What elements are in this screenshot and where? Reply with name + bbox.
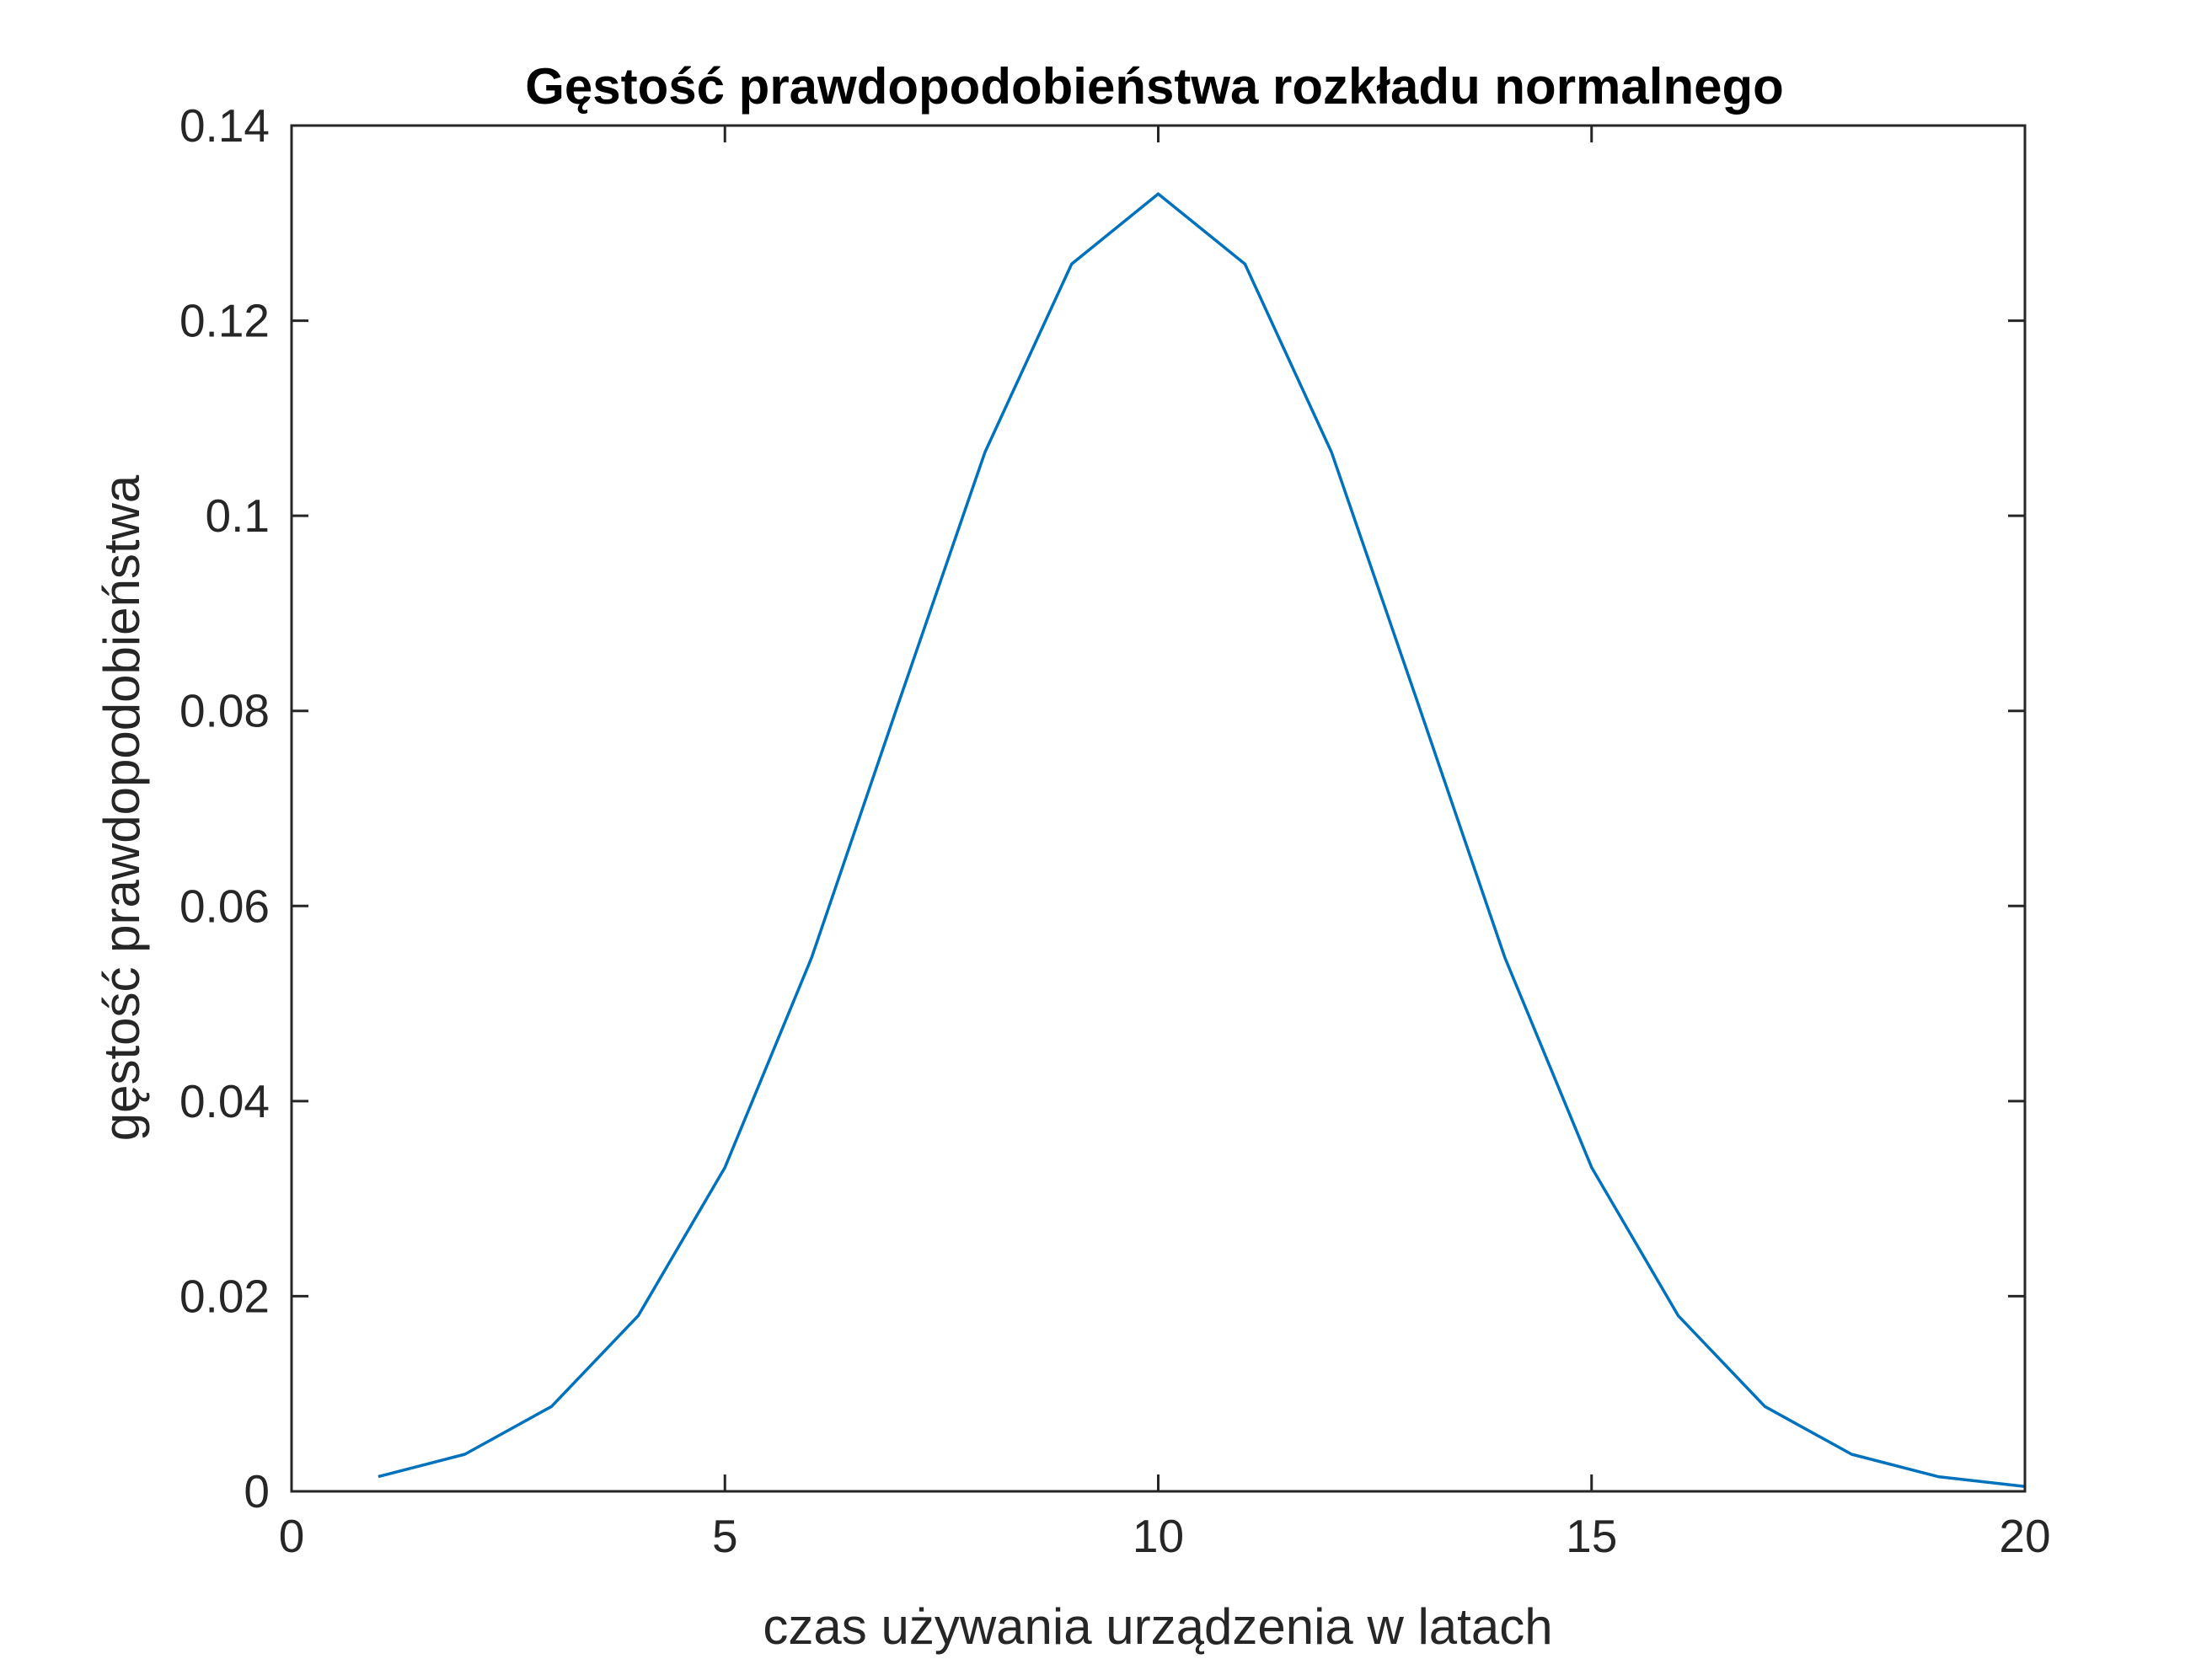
y-axis-label: gęstość prawdopodobieństwa <box>94 474 150 1141</box>
x-tick-label: 20 <box>1999 1510 2050 1562</box>
y-tick-label: 0.14 <box>179 99 270 152</box>
y-tick-label: 0.02 <box>179 1270 270 1322</box>
y-tick-label: 0.06 <box>179 880 270 932</box>
axes-frame <box>290 124 2027 1493</box>
y-tick-label: 0 <box>244 1465 270 1517</box>
x-axis-label: czas używania urządzenia w latach <box>763 1598 1552 1655</box>
plot-area <box>378 192 2026 1488</box>
x-tick-label: 5 <box>712 1510 738 1562</box>
y-axis: 0 0.02 0.04 0.06 0.08 0.1 0.12 0.14 <box>179 99 2025 1517</box>
y-tick-label: 0.12 <box>179 295 270 347</box>
series-line <box>378 192 2026 1488</box>
y-tick-label: 0.08 <box>179 685 270 737</box>
y-tick-label: 0.04 <box>179 1075 270 1127</box>
chart-title: Gęstość prawdopodobieństwa rozkładu norm… <box>525 58 1784 115</box>
x-tick-label: 0 <box>279 1510 305 1562</box>
x-tick-label: 10 <box>1133 1510 1184 1562</box>
y-tick-label: 0.1 <box>206 490 270 542</box>
x-axis: 0 5 10 15 20 <box>279 126 2051 1562</box>
x-tick-label: 15 <box>1566 1510 1617 1562</box>
